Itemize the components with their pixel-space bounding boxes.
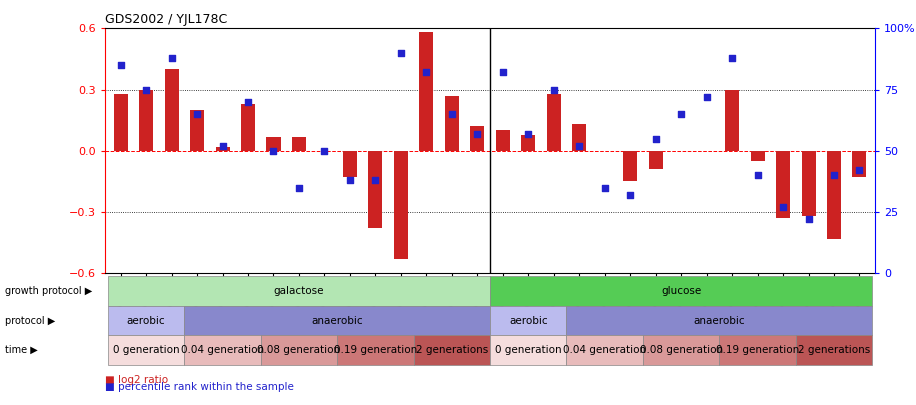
Bar (165, 69, 179, 151)
Point (419, 69, 433, 76)
Text: time ▶: time ▶ (5, 345, 38, 355)
Point (215, 143, 230, 149)
Point (597, 184, 612, 191)
Text: 0 generation: 0 generation (495, 345, 562, 355)
Bar (572, 124, 586, 151)
Bar (750, 151, 765, 161)
Text: growth protocol ▶: growth protocol ▶ (5, 286, 92, 296)
Bar (368, 151, 382, 228)
Point (190, 111, 204, 117)
Bar (190, 110, 204, 151)
Text: 0.08 generation: 0.08 generation (639, 345, 723, 355)
Point (394, 49, 409, 56)
Text: 0.19 generation: 0.19 generation (333, 345, 417, 355)
Bar (394, 151, 408, 259)
Text: ■ log2 ratio: ■ log2 ratio (105, 375, 169, 385)
Point (317, 148, 332, 154)
Point (114, 62, 128, 68)
Text: 0.04 generation: 0.04 generation (563, 345, 647, 355)
Bar (776, 151, 791, 218)
Bar (725, 90, 739, 151)
Point (521, 130, 536, 137)
Text: aerobic: aerobic (509, 315, 548, 326)
Point (572, 143, 586, 149)
Point (343, 177, 357, 183)
Point (267, 148, 281, 154)
Text: 2 generations: 2 generations (798, 345, 870, 355)
Point (368, 177, 383, 183)
Point (164, 55, 179, 61)
Bar (114, 94, 127, 151)
Bar (241, 104, 255, 151)
Point (291, 184, 306, 191)
Point (241, 98, 256, 105)
Bar (470, 126, 485, 151)
Point (852, 167, 867, 174)
Bar (623, 151, 638, 181)
Point (649, 135, 663, 142)
Point (623, 192, 638, 198)
Bar (445, 96, 459, 151)
Point (496, 69, 510, 76)
Text: 2 generations: 2 generations (416, 345, 488, 355)
Bar (292, 136, 306, 151)
Point (470, 130, 485, 137)
Bar (343, 151, 357, 177)
Point (725, 55, 739, 61)
Text: aerobic: aerobic (126, 315, 166, 326)
Text: 0.08 generation: 0.08 generation (257, 345, 341, 355)
Bar (521, 134, 535, 151)
Point (139, 86, 154, 93)
Point (776, 204, 791, 211)
Text: anaerobic: anaerobic (693, 315, 746, 326)
Text: glucose: glucose (661, 286, 702, 296)
Text: ■ percentile rank within the sample: ■ percentile rank within the sample (105, 382, 294, 392)
Bar (827, 151, 841, 239)
Bar (547, 94, 561, 151)
Point (802, 216, 816, 223)
Bar (853, 151, 867, 177)
Bar (267, 136, 280, 151)
Text: anaerobic: anaerobic (311, 315, 363, 326)
Bar (496, 130, 510, 151)
Text: 0.19 generation: 0.19 generation (716, 345, 799, 355)
Point (699, 94, 714, 100)
Point (674, 111, 689, 117)
Text: galactose: galactose (274, 286, 324, 296)
Bar (215, 147, 230, 151)
Text: 0 generation: 0 generation (113, 345, 180, 355)
Bar (649, 151, 662, 169)
Bar (802, 151, 815, 216)
Bar (420, 32, 433, 151)
Text: GDS2002 / YJL178C: GDS2002 / YJL178C (105, 13, 227, 26)
Bar (139, 90, 153, 151)
Text: protocol ▶: protocol ▶ (5, 315, 55, 326)
Point (826, 172, 841, 179)
Point (444, 111, 459, 117)
Point (547, 86, 562, 93)
Text: 0.04 generation: 0.04 generation (181, 345, 264, 355)
Point (750, 172, 765, 179)
